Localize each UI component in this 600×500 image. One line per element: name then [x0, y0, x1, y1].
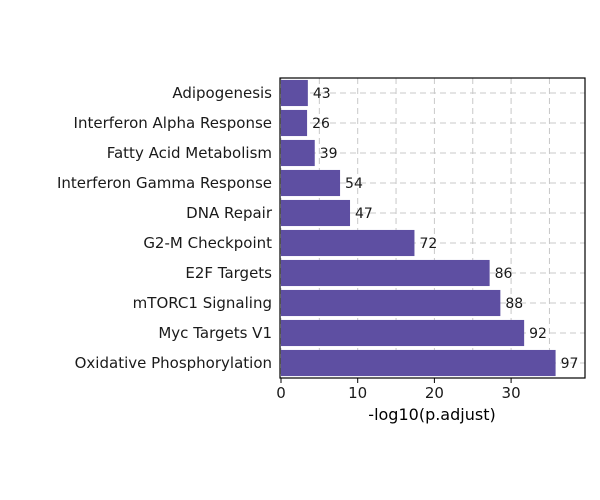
bar: [281, 109, 308, 137]
bar-data-label: 54: [345, 176, 363, 192]
bar-data-label: 39: [320, 146, 338, 162]
bar: [281, 319, 525, 347]
category-label: Adipogenesis: [172, 84, 272, 102]
category-label: DNA Repair: [186, 204, 273, 222]
category-label: Myc Targets V1: [158, 324, 272, 342]
category-labels: Adipogenesis Interferon Alpha Response Fat…: [57, 84, 273, 372]
bar: [281, 349, 556, 377]
x-tick-label: 30: [502, 384, 521, 402]
plot-frame: [279, 77, 586, 379]
bar-data-label: 26: [312, 116, 330, 132]
bar: [281, 79, 308, 107]
bar: [281, 199, 351, 227]
x-tick-label: 10: [348, 384, 367, 402]
x-tick-label: 0: [276, 384, 286, 402]
data-labels: 43 26 39 54 47 72 86 88 92 97: [312, 86, 578, 372]
plot-border: [279, 77, 586, 379]
bars: [281, 79, 556, 377]
category-label: mTORC1 Signaling: [133, 294, 272, 312]
bar: [281, 289, 501, 317]
category-label: Interferon Alpha Response: [74, 114, 272, 132]
bar-data-label: 92: [529, 326, 547, 342]
bar: [281, 229, 415, 257]
bar-data-label: 47: [355, 206, 373, 222]
x-axis-title: -log10(p.adjust): [368, 405, 495, 424]
x-tick-label: 20: [425, 384, 444, 402]
category-label: E2F Targets: [185, 264, 272, 282]
category-label: Interferon Gamma Response: [57, 174, 272, 192]
bar-data-label: 97: [561, 356, 579, 372]
category-label: G2-M Checkpoint: [143, 234, 272, 252]
bar-data-label: 88: [505, 296, 523, 312]
bar-data-label: 43: [313, 86, 331, 102]
bar-data-label: 86: [495, 266, 513, 282]
bar: [281, 169, 341, 197]
bar: [281, 259, 490, 287]
bar: [281, 139, 315, 167]
category-label: Oxidative Phosphorylation: [75, 354, 272, 372]
bar-data-label: 72: [419, 236, 437, 252]
category-label: Fatty Acid Metabolism: [107, 144, 272, 162]
x-axis-ticks: 0 10 20 30: [276, 378, 521, 402]
